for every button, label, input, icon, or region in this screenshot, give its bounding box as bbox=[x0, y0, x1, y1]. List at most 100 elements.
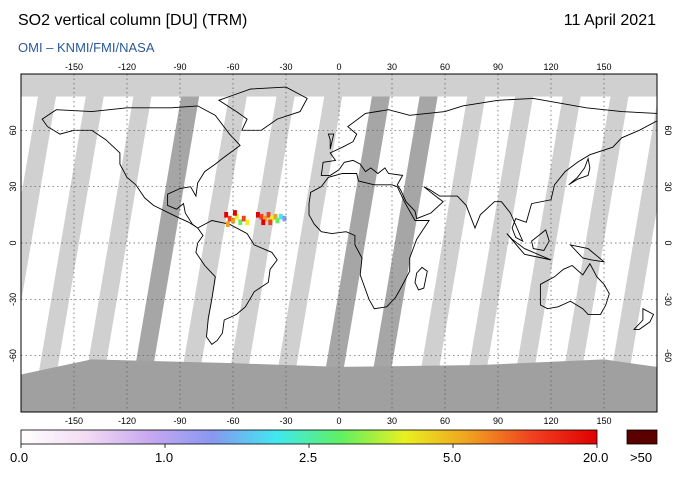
left-lat-tick-label: -60 bbox=[8, 349, 18, 362]
swath-band bbox=[466, 92, 534, 384]
so2-pixel bbox=[234, 213, 239, 220]
top-lon-tick-label: 150 bbox=[596, 62, 611, 72]
top-lon-tick-label: 90 bbox=[493, 62, 503, 72]
bottom-lon-tick-label: 30 bbox=[387, 416, 397, 426]
bottom-longitude-ticks: -150 -120 -90 -60 -30 0 30 60 90 120 150 bbox=[65, 416, 612, 426]
credit-label: OMI – KNMI/FMI/NASA bbox=[18, 40, 155, 55]
coastline-new-zealand bbox=[632, 307, 655, 330]
so2-pixel bbox=[227, 215, 232, 222]
bottom-lon-tick-label: -60 bbox=[226, 416, 239, 426]
bottom-lon-tick-label: 150 bbox=[596, 416, 611, 426]
left-lat-tick-label: -30 bbox=[8, 293, 18, 306]
so2-pixel bbox=[261, 219, 266, 226]
colorbar-label-2: 2.5 bbox=[299, 450, 318, 465]
swath-band bbox=[513, 92, 582, 384]
right-lat-tick-label: 60 bbox=[663, 125, 673, 135]
coastline-africa bbox=[308, 173, 430, 310]
swath-band bbox=[370, 92, 439, 384]
so2-pixel bbox=[224, 212, 229, 218]
so2-pixel bbox=[256, 212, 260, 218]
so2-pixel bbox=[233, 210, 237, 216]
so2-pixel bbox=[266, 212, 271, 218]
so2-pixel bbox=[238, 219, 243, 226]
left-lat-tick-label: 30 bbox=[8, 182, 18, 192]
swath-band bbox=[561, 92, 630, 384]
title: SO2 vertical column [DU] (TRM) bbox=[18, 12, 248, 29]
bottom-lon-tick-label: -30 bbox=[279, 416, 292, 426]
colorbar-label-1: 1.0 bbox=[155, 450, 174, 465]
left-lat-tick-label: 0 bbox=[8, 240, 18, 245]
left-lat-tick-label: 60 bbox=[8, 125, 18, 135]
swath-band bbox=[227, 92, 296, 384]
so2-pixel bbox=[275, 217, 280, 224]
so2-pixel bbox=[278, 213, 283, 220]
top-lon-tick-label: 30 bbox=[387, 62, 397, 72]
right-lat-tick-label: 0 bbox=[663, 240, 673, 245]
top-lon-tick-label: -150 bbox=[65, 62, 83, 72]
so2-pixel bbox=[231, 217, 236, 224]
colorbar-label-5: >50 bbox=[630, 450, 653, 465]
coastline-madagascar bbox=[414, 266, 428, 291]
top-lon-tick-label: -30 bbox=[279, 62, 292, 72]
top-lon-tick-label: 120 bbox=[543, 62, 558, 72]
map-frame bbox=[20, 73, 658, 413]
swath-band bbox=[275, 92, 343, 384]
top-lon-tick-label: 0 bbox=[336, 62, 341, 72]
bottom-lon-tick-label: 90 bbox=[493, 416, 503, 426]
so2-pixel bbox=[241, 215, 246, 222]
so2-pixel bbox=[245, 219, 250, 226]
swath-band bbox=[21, 92, 57, 303]
bottom-lon-tick-label: -90 bbox=[173, 416, 186, 426]
bottom-lon-tick-label: -150 bbox=[65, 416, 83, 426]
coastline-greenland bbox=[217, 86, 308, 131]
date-label: 11 April 2021 bbox=[563, 12, 656, 29]
swath-band bbox=[84, 92, 153, 384]
swath-band bbox=[180, 92, 248, 384]
colorbar-gradient bbox=[20, 429, 598, 445]
so2-pixel bbox=[273, 213, 278, 220]
so2-plume bbox=[224, 210, 287, 227]
top-lon-tick-label: -120 bbox=[118, 62, 136, 72]
swath-band bbox=[132, 92, 200, 384]
coastline-australia bbox=[539, 262, 610, 315]
right-lat-tick-label: -30 bbox=[663, 293, 673, 306]
satellite-swaths bbox=[21, 92, 657, 384]
bottom-lon-tick-label: 120 bbox=[543, 416, 558, 426]
swath-band bbox=[418, 92, 486, 384]
top-longitude-ticks: -150 -120 -90 -60 -30 0 30 60 90 120 150 bbox=[65, 62, 612, 72]
coastlines bbox=[41, 86, 657, 346]
colorbar-label-4: 20.0 bbox=[583, 450, 609, 465]
colorbar-ticks bbox=[20, 444, 598, 448]
swath-band bbox=[36, 92, 105, 384]
colorbar-overflow-swatch bbox=[626, 429, 658, 445]
bottom-lon-tick-label: -120 bbox=[118, 416, 136, 426]
swath-band bbox=[609, 103, 657, 384]
so2-pixel bbox=[263, 215, 267, 222]
so2-pixel bbox=[268, 219, 273, 226]
so2-pixel bbox=[282, 215, 287, 222]
bottom-lon-tick-label: 0 bbox=[336, 416, 341, 426]
colorbar-label-3: 5.0 bbox=[443, 450, 462, 465]
coastline-north-america bbox=[41, 105, 241, 229]
top-lon-tick-label: -90 bbox=[173, 62, 186, 72]
right-latitude-ticks: 60 30 0 -30 -60 bbox=[663, 125, 673, 362]
coastline-europe-asia bbox=[320, 97, 657, 243]
coastline-borneo bbox=[531, 229, 550, 251]
so2-pixel bbox=[259, 213, 264, 220]
top-lon-tick-label: -60 bbox=[226, 62, 239, 72]
swath-band bbox=[323, 92, 391, 384]
coastline-japan bbox=[568, 156, 591, 186]
map-area bbox=[21, 74, 657, 412]
coastline-new-guinea bbox=[569, 244, 606, 263]
right-lat-tick-label: -60 bbox=[663, 349, 673, 362]
colorbar bbox=[20, 429, 658, 448]
coastline-south-america bbox=[195, 220, 278, 346]
so2-pixel bbox=[270, 215, 274, 222]
left-latitude-ticks: 60 30 0 -30 -60 bbox=[8, 125, 18, 362]
top-lon-tick-label: 60 bbox=[440, 62, 450, 72]
right-lat-tick-label: 30 bbox=[663, 182, 673, 192]
coastline-british-isles bbox=[327, 133, 335, 150]
bottom-lon-tick-label: 60 bbox=[440, 416, 450, 426]
so2-pixel bbox=[225, 221, 230, 227]
